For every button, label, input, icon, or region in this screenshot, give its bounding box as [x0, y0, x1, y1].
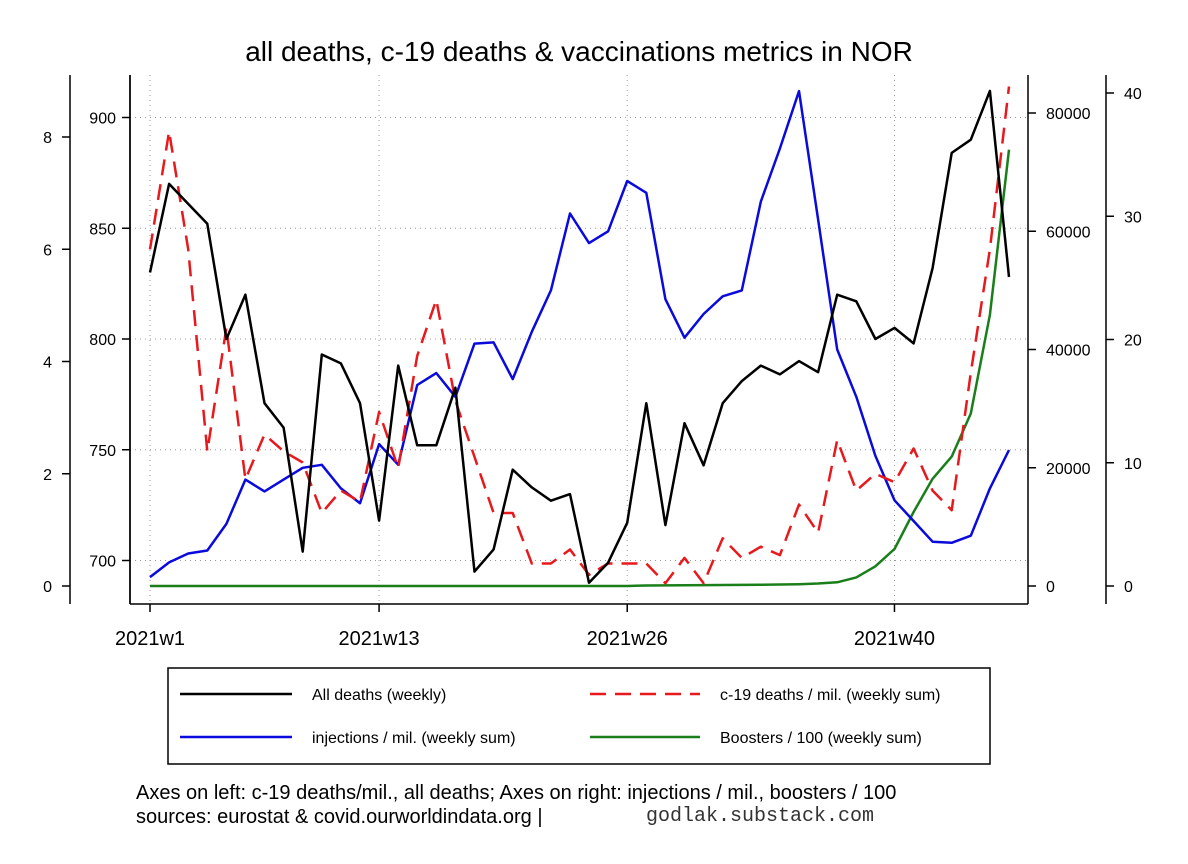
axis-tick-label: 20000	[1046, 461, 1091, 478]
axis-left-all-deaths: 700 750 800 850 900	[89, 75, 131, 604]
axis-tick-label: 750	[89, 443, 116, 460]
legend-label-injections: injections / mil. (weekly sum)	[312, 730, 516, 747]
caption-axes-note: Axes on left: c-19 deaths/mil., all deat…	[136, 782, 896, 804]
caption-credit: godlak.substack.com	[646, 805, 874, 828]
axis-tick-label: 8	[43, 130, 52, 147]
axis-tick-label: 2021w26	[587, 628, 668, 650]
axis-tick-label: 2021w1	[115, 628, 185, 650]
axis-tick-label: 800	[89, 332, 116, 349]
axis-right-injections: 0 20000 40000 60000 80000	[1028, 106, 1091, 596]
series-c19-deaths	[148, 86, 1011, 585]
axis-tick-label: 700	[89, 554, 116, 571]
axis-tick-label: 2021w40	[854, 628, 935, 650]
axis-tick-label: 0	[43, 579, 52, 596]
axis-right-boosters: 0 10 20 30 40	[1105, 75, 1142, 604]
caption-sources: sources: eurostat & covid.ourworldindata…	[136, 806, 543, 828]
axis-tick-label: 80000	[1046, 106, 1091, 123]
axis-x-weeks: 2021w1 2021w13 2021w26 2021w40	[115, 604, 935, 650]
series-injections	[149, 89, 1011, 579]
axis-tick-label: 2	[43, 467, 52, 484]
series-all-deaths	[148, 89, 1011, 584]
axis-tick-label: 40000	[1046, 343, 1091, 360]
legend-label-c19-deaths: c-19 deaths / mil. (weekly sum)	[720, 687, 941, 704]
legend-label-all-deaths: All deaths (weekly)	[312, 687, 446, 704]
axis-left-c19-deaths: 0 2 4 6 8	[43, 75, 71, 604]
axis-tick-label: 40	[1124, 86, 1142, 103]
axis-tick-label: 60000	[1046, 224, 1091, 241]
legend-label-boosters: Boosters / 100 (weekly sum)	[720, 730, 922, 747]
axis-tick-label: 20	[1124, 333, 1142, 350]
axis-tick-label: 4	[43, 355, 52, 372]
legend: All deaths (weekly) c-19 deaths / mil. (…	[167, 667, 991, 765]
axis-tick-label: 850	[89, 221, 116, 238]
axis-tick-label: 900	[89, 111, 116, 128]
series-lines	[148, 86, 1011, 588]
axis-tick-label: 2021w13	[338, 628, 419, 650]
axis-tick-label: 0	[1046, 579, 1055, 596]
axis-tick-label: 0	[1124, 579, 1133, 596]
chart-title: all deaths, c-19 deaths & vaccinations m…	[245, 36, 913, 67]
axis-tick-label: 10	[1124, 456, 1142, 473]
axis-tick-label: 30	[1124, 209, 1142, 226]
series-boosters	[150, 149, 1011, 588]
axis-tick-label: 6	[43, 242, 52, 259]
grid	[130, 75, 1028, 604]
legend-box	[167, 667, 991, 765]
